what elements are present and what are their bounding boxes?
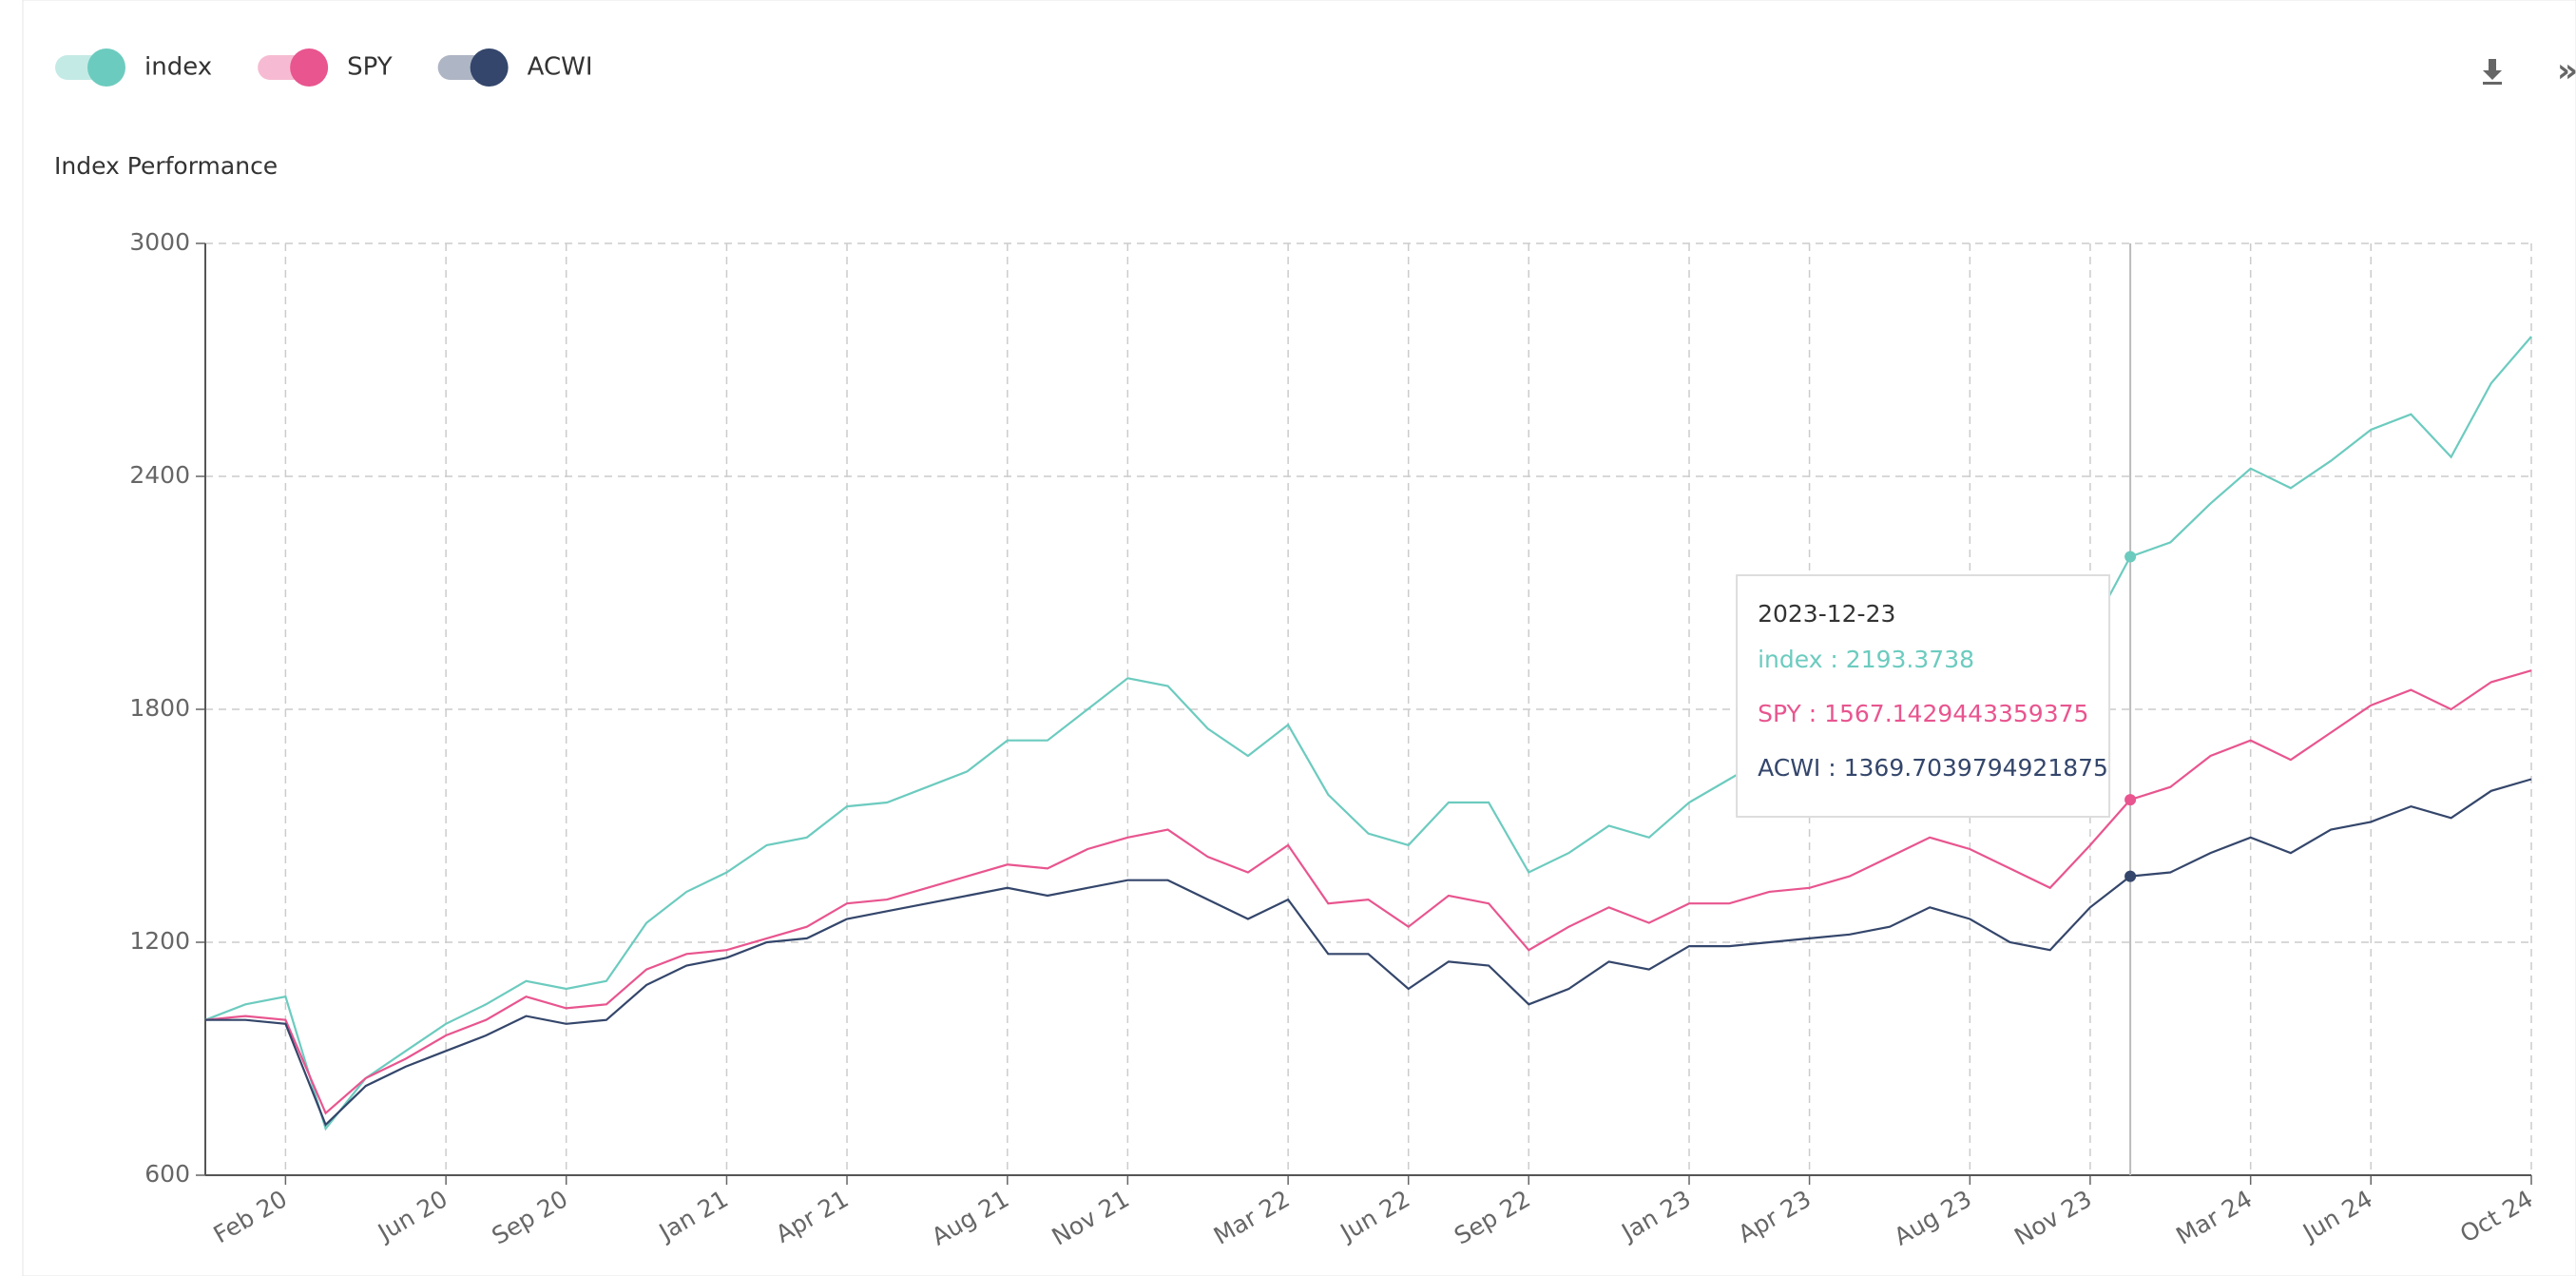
download-icon[interactable] xyxy=(2483,59,2502,85)
hover-point xyxy=(2124,551,2137,563)
series-line xyxy=(205,778,2532,1127)
legend-toggle-knob[interactable] xyxy=(87,48,125,87)
hover-point xyxy=(2124,870,2137,882)
series-line xyxy=(204,669,2532,1115)
y-tick-label: 1800 xyxy=(129,694,190,722)
series-line xyxy=(204,336,2532,1131)
chart-title: Index Performance xyxy=(54,152,278,180)
tooltip-date: 2023-12-23 xyxy=(1758,600,1895,628)
legend-toggle-knob[interactable] xyxy=(470,48,509,87)
tooltip-box xyxy=(1736,574,2111,818)
y-tick-label: 2400 xyxy=(129,461,190,489)
panel-border xyxy=(22,0,2576,1276)
y-tick-label: 3000 xyxy=(129,228,190,256)
legend-label[interactable]: ACWI xyxy=(528,53,593,82)
legend-toggle-knob[interactable] xyxy=(290,48,329,87)
legend-label[interactable]: index xyxy=(144,53,212,82)
y-tick-label: 600 xyxy=(144,1160,190,1188)
hover-point xyxy=(2124,794,2137,806)
tooltip-item: SPY : 1567.1429443359375 xyxy=(1758,700,2088,727)
tooltip-item: ACWI : 1369.7039794921875 xyxy=(1758,754,2108,782)
legend-label[interactable]: SPY xyxy=(347,53,393,82)
tooltip-item: index : 2193.3738 xyxy=(1758,646,1974,673)
expand-icon[interactable]: » xyxy=(2557,52,2576,90)
y-tick-label: 1200 xyxy=(129,927,190,955)
